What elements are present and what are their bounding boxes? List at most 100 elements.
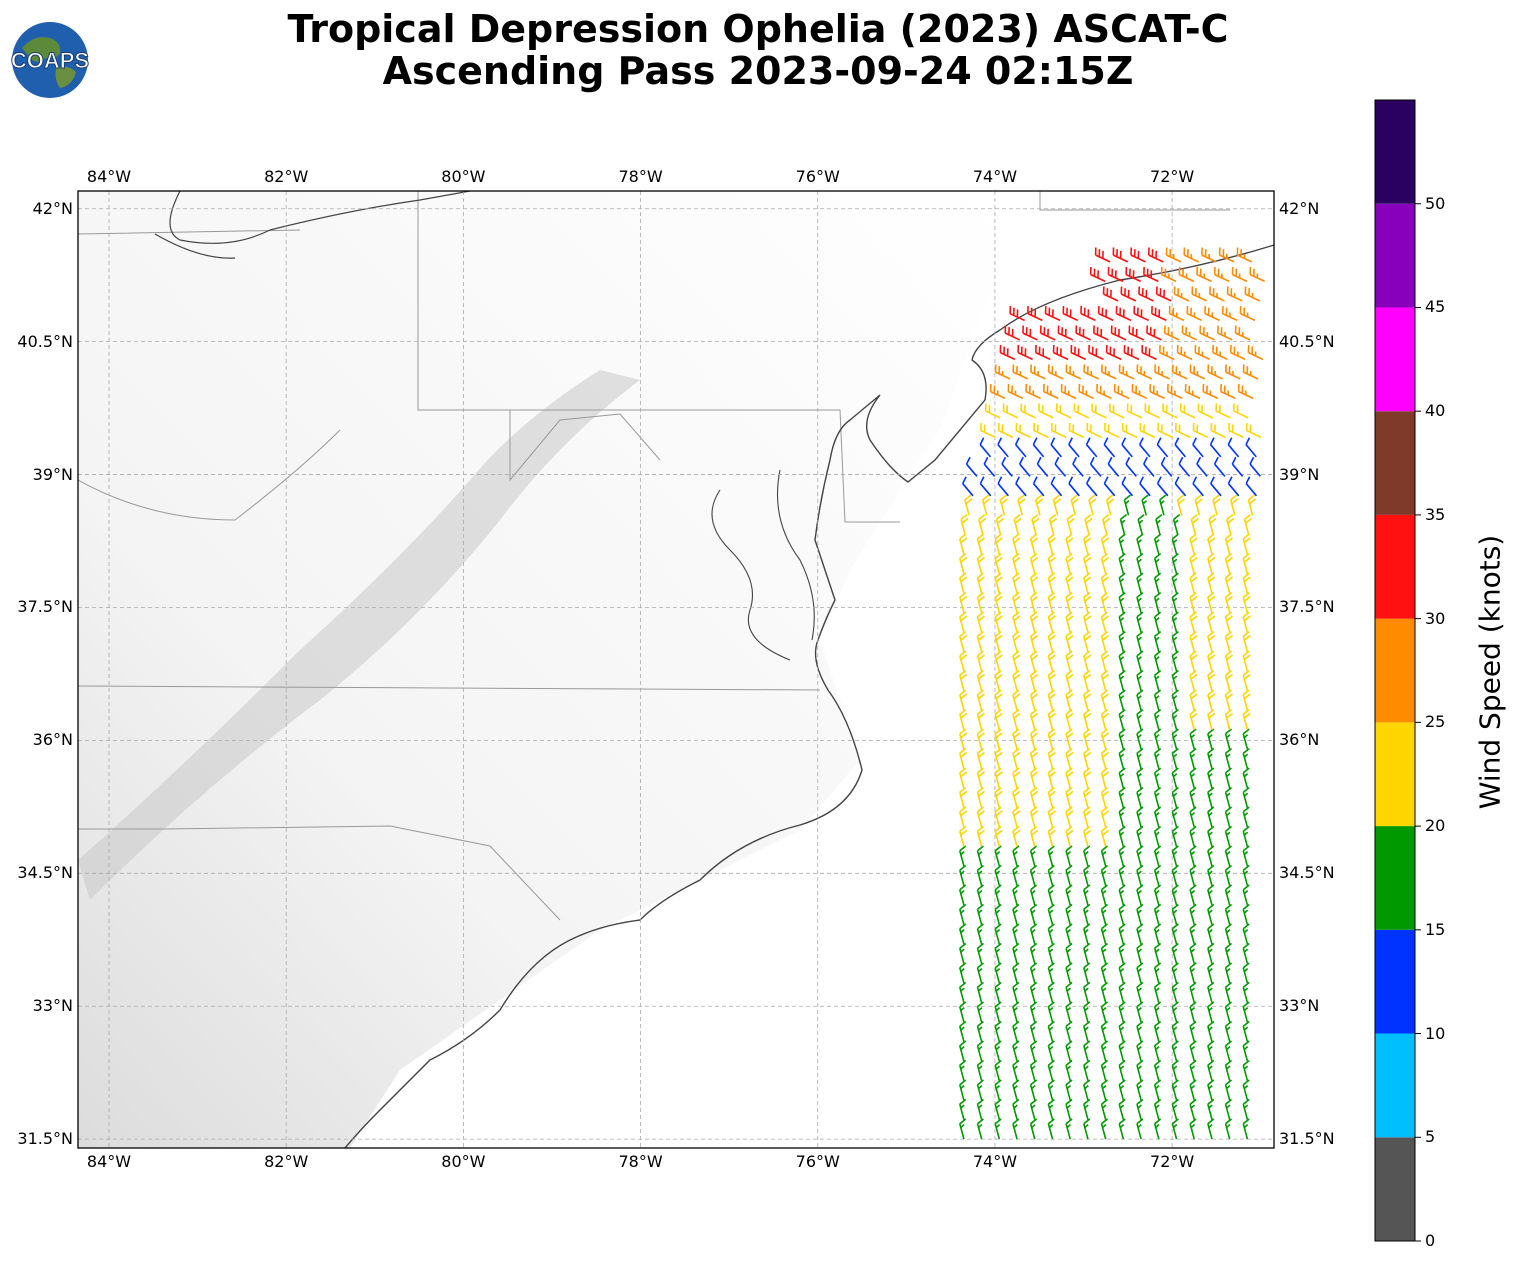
- wind-barb: [959, 708, 968, 730]
- wind-barb: [1190, 514, 1199, 536]
- wind-barb: [976, 1001, 984, 1023]
- wind-barb: [1083, 1001, 1091, 1023]
- lon-tick-label: 78°W: [618, 167, 663, 186]
- wind-barb: [994, 825, 1003, 847]
- wind-barb: [1086, 422, 1103, 439]
- lon-tick-label: 82°W: [264, 1152, 309, 1171]
- wind-barb: [1207, 553, 1216, 575]
- wind-barb: [1052, 344, 1069, 361]
- wind-barb: [1029, 981, 1038, 1003]
- wind-barb: [1004, 325, 1021, 341]
- wind-barb: [994, 689, 1003, 711]
- wind-barb: [1192, 422, 1209, 439]
- wind-barb: [1014, 437, 1027, 458]
- lat-tick-label: 40.5°N: [17, 331, 73, 351]
- wind-barb: [1100, 942, 1109, 964]
- wind-barb: [1136, 650, 1144, 672]
- wind-barb: [1029, 591, 1039, 613]
- wind-barb: [959, 845, 967, 867]
- wind-barb: [1171, 747, 1179, 769]
- wind-barb: [1100, 923, 1109, 945]
- wind-barb: [1242, 1001, 1250, 1023]
- lat-tick-label: 31.5°N: [1279, 1129, 1335, 1149]
- wind-barb: [1159, 494, 1167, 516]
- wind-barb: [1100, 689, 1110, 711]
- wind-barb: [1078, 383, 1095, 400]
- wind-barb: [1062, 305, 1079, 322]
- wind-barb: [1174, 437, 1187, 458]
- wind-barb: [1065, 1118, 1073, 1140]
- wind-barb: [1153, 1040, 1162, 1062]
- wind-barb: [1075, 325, 1091, 341]
- wind-barb: [1229, 344, 1246, 361]
- wind-barb: [1224, 630, 1234, 652]
- wind-barb: [1100, 903, 1109, 925]
- wind-barb: [1083, 903, 1091, 925]
- wind-barb: [1153, 553, 1162, 575]
- wind-barb: [1083, 1098, 1091, 1120]
- wind-barb: [1171, 708, 1179, 730]
- wind-barb: [1108, 403, 1125, 419]
- wind-barb: [981, 494, 991, 516]
- appalachian-ridge: [78, 370, 640, 900]
- wind-barb: [1118, 786, 1126, 808]
- lon-tick-label: 74°W: [972, 167, 1018, 186]
- lon-tick-label: 82°W: [264, 167, 309, 186]
- wind-barb: [1118, 650, 1126, 672]
- wind-barb: [1242, 1059, 1250, 1081]
- wind-barb: [1171, 1020, 1179, 1042]
- wind-barb: [1089, 456, 1102, 477]
- wind-barb: [1136, 364, 1153, 380]
- wind-barb: [1136, 553, 1144, 575]
- wind-barb: [1218, 247, 1235, 263]
- wind-barb: [1118, 825, 1126, 847]
- wind-barb: [1155, 514, 1163, 536]
- wind-barb: [1194, 494, 1203, 516]
- wind-barb: [1022, 325, 1038, 341]
- wind-barb: [1171, 1079, 1179, 1101]
- wind-barb: [1153, 728, 1162, 750]
- wind-barb: [994, 1098, 1002, 1120]
- wind-barb: [1118, 903, 1126, 925]
- wind-barb: [1171, 553, 1179, 575]
- wind-barb: [1100, 728, 1110, 750]
- wind-barb: [989, 383, 1006, 400]
- wind-barb: [1126, 403, 1143, 419]
- wind-barb: [1020, 403, 1037, 419]
- wind-barb: [976, 650, 986, 672]
- wind-barb: [1213, 456, 1226, 477]
- wind-barb: [1100, 1020, 1109, 1042]
- wind-barb: [1047, 1040, 1055, 1062]
- wind-barb: [1065, 572, 1074, 594]
- wind-barb: [1083, 611, 1092, 633]
- wind-barb: [1173, 286, 1190, 302]
- wind-barb: [1047, 572, 1056, 594]
- wind-barb: [1207, 1098, 1215, 1120]
- wind-barb: [1012, 942, 1020, 964]
- wind-barb: [1047, 1059, 1055, 1081]
- lon-tick-label: 84°W: [86, 1152, 132, 1171]
- wind-barb: [1151, 305, 1167, 322]
- wind-barb: [1101, 364, 1117, 380]
- lon-tick-label: 80°W: [441, 1152, 486, 1171]
- wind-barb: [959, 864, 967, 886]
- wind-barb: [1189, 630, 1198, 652]
- wind-barb: [1083, 1020, 1091, 1042]
- wind-barb: [959, 630, 968, 652]
- wind-barb: [1100, 1098, 1109, 1120]
- wind-barb: [1171, 981, 1179, 1003]
- wind-barb: [1029, 1098, 1038, 1120]
- wind-barb: [1143, 456, 1155, 477]
- wind-barb: [1100, 630, 1110, 652]
- lat-tick-label: 33°N: [1279, 996, 1320, 1016]
- wind-barb: [1171, 767, 1179, 789]
- wind-barb: [1136, 591, 1144, 613]
- wind-barb: [1207, 767, 1215, 789]
- wind-barb: [976, 708, 986, 730]
- wind-barb: [1100, 611, 1110, 633]
- wind-barb: [1153, 1118, 1162, 1140]
- wind-barb: [1136, 669, 1144, 691]
- wind-barb: [1224, 553, 1234, 575]
- wind-barb: [1012, 981, 1020, 1003]
